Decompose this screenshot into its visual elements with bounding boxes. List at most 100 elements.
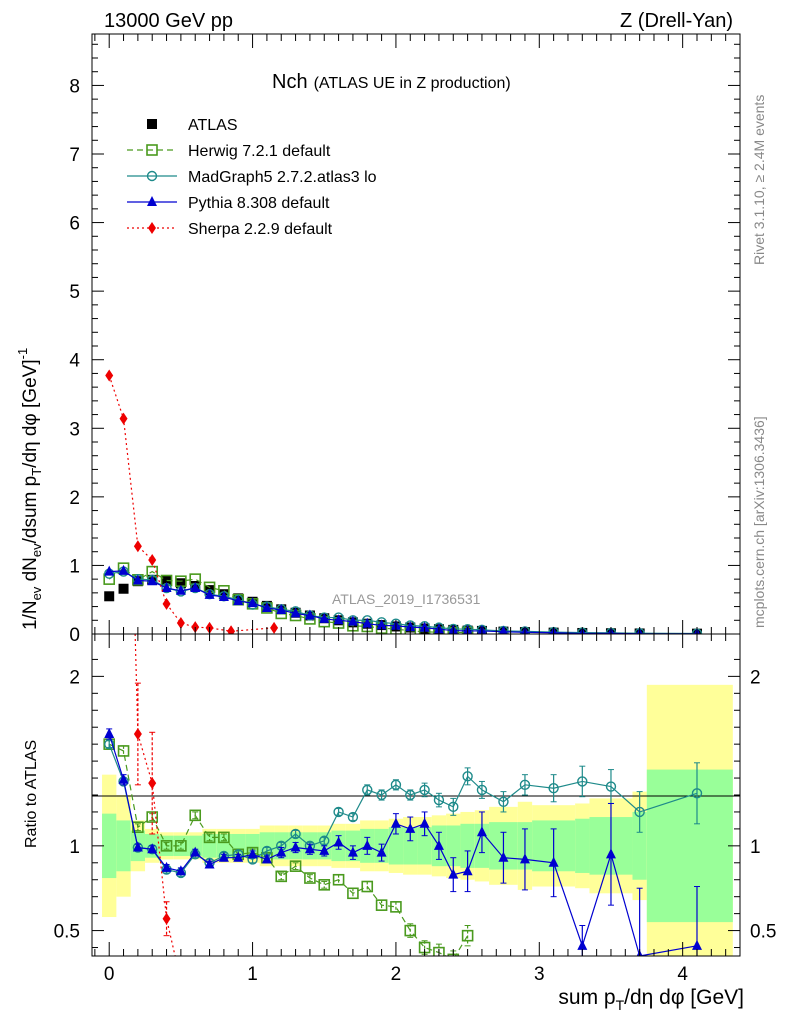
legend-marker bbox=[146, 144, 158, 156]
y-tick-label: 1 bbox=[69, 556, 80, 577]
ratio-point bbox=[519, 853, 530, 864]
ratio-point bbox=[104, 727, 115, 738]
ratio-point bbox=[577, 776, 588, 787]
ratio-point bbox=[433, 946, 445, 956]
ratio-point bbox=[461, 929, 474, 942]
ratio-point bbox=[276, 846, 287, 857]
ratio-y-tick-label-right: 0.5 bbox=[750, 922, 776, 943]
legend-label: MadGraph5 2.7.2.atlas3 lo bbox=[188, 169, 377, 186]
header-left: 13000 GeV pp bbox=[104, 10, 233, 32]
uncertainty-band-inner bbox=[102, 813, 117, 879]
data-point bbox=[147, 575, 158, 586]
ratio-point bbox=[634, 806, 645, 818]
data-point bbox=[276, 604, 287, 614]
legend-label: ATLAS bbox=[188, 117, 238, 134]
ratio-point bbox=[577, 939, 588, 950]
uncertainty-band-inner bbox=[460, 823, 475, 868]
data-point bbox=[347, 615, 358, 626]
ratio-point bbox=[304, 872, 316, 884]
data-point bbox=[261, 601, 272, 612]
ratio-y-tick-label-right: 1 bbox=[750, 837, 761, 858]
ratio-series-line bbox=[108, 743, 698, 874]
ratio-point bbox=[476, 826, 487, 837]
legend-marker bbox=[147, 196, 157, 206]
plot-title: Nch (ATLAS UE in Z production) bbox=[272, 71, 511, 93]
y-tick-label: 2 bbox=[69, 488, 80, 509]
legend-entry: MadGraph5 2.7.2.atlas3 lo bbox=[127, 169, 377, 186]
data-point bbox=[133, 540, 142, 553]
legend: ATLAS Herwig 7.2.1 default MadGraph5 2.7.2… bbox=[127, 117, 377, 238]
ratio-point bbox=[362, 784, 373, 796]
ratio-point bbox=[362, 839, 373, 850]
data-point bbox=[247, 597, 258, 608]
ratio-point bbox=[605, 781, 617, 792]
legend-entry: ATLAS bbox=[147, 117, 238, 134]
uncertainty-band-inner bbox=[446, 825, 461, 867]
ratio-point bbox=[148, 777, 157, 790]
ratio-point bbox=[332, 873, 345, 886]
data-point bbox=[376, 619, 387, 630]
data-point bbox=[227, 625, 236, 634]
ratio-point bbox=[162, 912, 171, 925]
data-point bbox=[175, 578, 186, 589]
data-point bbox=[362, 617, 373, 628]
y-tick-label: 3 bbox=[69, 419, 80, 440]
ratio-point bbox=[175, 840, 187, 852]
ratio-point bbox=[289, 860, 302, 872]
ratio-point bbox=[160, 840, 173, 852]
uncertainty-band-inner bbox=[388, 827, 404, 865]
ratio-point bbox=[132, 841, 143, 852]
analysis-watermark: ATLAS_2019_I1736531 bbox=[332, 591, 481, 607]
x-tick-label: 0 bbox=[104, 964, 115, 985]
ratio-point bbox=[247, 848, 258, 859]
y-tick-label: 0 bbox=[69, 625, 80, 646]
ratio-point bbox=[146, 811, 159, 823]
ratio-point bbox=[448, 868, 459, 879]
ratio-point bbox=[161, 861, 172, 872]
data-point bbox=[419, 621, 430, 632]
ratio-point bbox=[218, 831, 230, 844]
ratio-panel: 0.5 0.5 1 1 2 2 0 1 2 3 4 Ratio to ATLAS sum pT/dη… bbox=[23, 633, 776, 1013]
x-tick-label: 2 bbox=[391, 964, 402, 985]
data-point bbox=[105, 369, 114, 382]
legend-label: Herwig 7.2.1 default bbox=[188, 143, 331, 160]
ratio-point bbox=[347, 846, 358, 857]
ratio-point bbox=[203, 831, 216, 844]
ratio-point bbox=[548, 783, 559, 794]
uncertainty-band-inner bbox=[216, 833, 232, 858]
ratio-point bbox=[376, 846, 387, 857]
uncertainty-band-inner bbox=[245, 833, 260, 858]
data-point bbox=[290, 607, 301, 618]
ratio-point bbox=[462, 865, 473, 876]
y-tick-label: 8 bbox=[69, 76, 80, 97]
data-point bbox=[104, 565, 115, 576]
ratio-point bbox=[404, 924, 417, 937]
legend-entry: Sherpa 2.2.9 default bbox=[127, 221, 333, 238]
data-point bbox=[270, 621, 279, 634]
ratio-point bbox=[376, 789, 387, 801]
data-point bbox=[118, 564, 129, 575]
ratio-point bbox=[333, 806, 344, 818]
ratio-point bbox=[275, 870, 288, 883]
ratio-point bbox=[290, 841, 301, 852]
uncertainty-band-inner bbox=[575, 818, 590, 873]
ratio-point bbox=[333, 836, 344, 847]
data-point bbox=[175, 584, 186, 595]
series-line bbox=[109, 570, 697, 634]
ratio-point bbox=[498, 796, 509, 807]
x-tick-label: 1 bbox=[247, 964, 258, 985]
uncertainty-band-inner bbox=[646, 769, 733, 923]
data-point bbox=[333, 614, 344, 625]
uncertainty-band-inner bbox=[116, 820, 131, 872]
ratio-point bbox=[433, 794, 445, 806]
data-point bbox=[161, 582, 172, 593]
legend-label: Pythia 8.308 default bbox=[188, 195, 330, 212]
ratio-series-sherpa bbox=[133, 634, 176, 956]
ratio-point bbox=[117, 745, 130, 757]
ratio-y-axis-label: Ratio to ATLAS bbox=[23, 740, 40, 848]
ratio-point bbox=[133, 727, 142, 740]
y-tick-label: 6 bbox=[69, 214, 80, 235]
data-point bbox=[161, 575, 172, 586]
ratio-point bbox=[605, 848, 616, 859]
legend-marker bbox=[147, 119, 157, 129]
